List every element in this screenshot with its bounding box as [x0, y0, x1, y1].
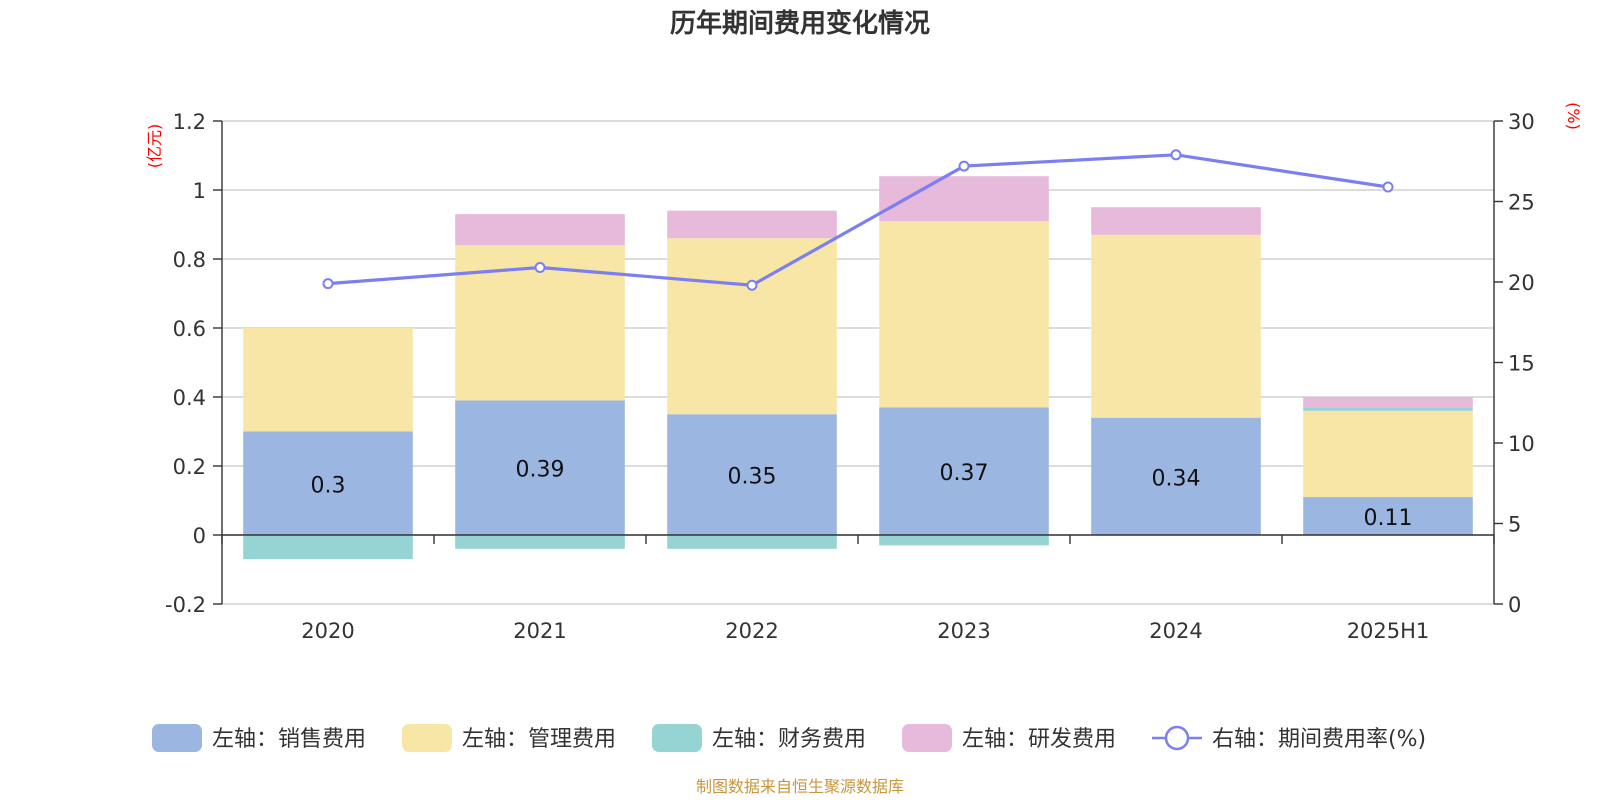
x-axis-tick-label: 2025H1: [1347, 619, 1430, 643]
x-axis-tick-label: 2021: [513, 619, 566, 643]
right-axis-tick-label: 25: [1508, 191, 1535, 215]
legend-swatch: [402, 724, 452, 752]
left-axis-tick-label: 0.4: [173, 386, 206, 410]
x-axis-tick-label: 2024: [1149, 619, 1202, 643]
bar-segment: [243, 431, 413, 535]
bar-segment: [243, 535, 413, 560]
bar-segment: [1091, 234, 1261, 418]
left-axis-tick-label: 0.6: [173, 317, 206, 341]
legend-label: 左轴：研发费用: [962, 727, 1116, 752]
bar-segment: [667, 238, 837, 415]
left-axis-unit: (亿元): [145, 124, 164, 169]
bar-segment: [455, 535, 625, 549]
x-axis-tick-label: 2023: [937, 619, 990, 643]
data-label: 0.37: [940, 461, 989, 486]
bar-segment: [1303, 407, 1473, 411]
bar-segment: [1303, 397, 1473, 408]
left-axis-tick-label: 1.2: [173, 110, 206, 134]
legend-label: 左轴：管理费用: [462, 727, 616, 752]
axes: -0.2 0 0.2 0.4 0.6 0.8 1 1.2 0 5 10 15 20 25 30 2020 202…: [165, 110, 1535, 643]
left-axis-tick-label: 0.8: [173, 248, 206, 272]
right-axis-tick-label: 0: [1508, 593, 1521, 617]
bars: [243, 176, 1473, 560]
left-axis-tick-label: 1: [193, 179, 206, 203]
rate-line: [322, 149, 1394, 291]
legend: 左轴：销售费用 左轴：管理费用 左轴：财务费用 左轴：研发费用 右轴：期间费用率(%): [152, 724, 1426, 752]
bar-segment: [243, 328, 413, 432]
data-label: 0.39: [516, 458, 565, 483]
bar-segment: [1303, 497, 1473, 535]
right-axis-tick-label: 30: [1508, 110, 1535, 134]
bar-segment: [455, 400, 625, 535]
right-axis-tick-label: 10: [1508, 432, 1535, 456]
bar-segment: [879, 407, 1049, 535]
data-label: 0.3: [311, 473, 346, 498]
rate-point: [746, 279, 758, 291]
rate-point: [958, 160, 970, 172]
left-axis-tick-label: 0.2: [173, 455, 206, 479]
rate-point: [1170, 149, 1182, 161]
rate-point: [1382, 181, 1394, 193]
bar-segment: [879, 221, 1049, 408]
right-axis-tick-label: 20: [1508, 271, 1535, 295]
bar-segment: [667, 535, 837, 549]
legend-swatch: [152, 724, 202, 752]
right-axis-tick-label: 15: [1508, 352, 1535, 376]
data-label: 0.34: [1152, 466, 1201, 491]
data-source-note: 制图数据来自恒生聚源数据库: [696, 777, 904, 796]
data-labels: 0.3 0.39 0.35 0.37 0.34 0.11: [311, 458, 1413, 531]
bar-segment: [1091, 207, 1261, 235]
left-axis-tick-label: 0: [193, 524, 206, 548]
x-axis-tick-label: 2020: [301, 619, 354, 643]
legend-label: 右轴：期间费用率(%): [1212, 727, 1426, 752]
right-axis-unit: (%): [1564, 102, 1583, 130]
left-axis-tick-label: -0.2: [165, 593, 206, 617]
data-label: 0.11: [1364, 506, 1413, 531]
chart-title: 历年期间费用变化情况: [670, 8, 930, 39]
bar-segment: [667, 210, 837, 239]
bar-segment: [455, 214, 625, 246]
legend-swatch: [652, 724, 702, 752]
x-axis-tick-label: 2022: [725, 619, 778, 643]
rate-point: [534, 262, 546, 274]
legend-label: 左轴：销售费用: [212, 727, 366, 752]
bar-segment: [1303, 410, 1473, 498]
bar-segment: [879, 535, 1049, 546]
rate-point: [322, 278, 334, 290]
legend-marker: [1164, 725, 1190, 751]
bar-segment: [667, 414, 837, 535]
legend-swatch: [902, 724, 952, 752]
legend-label: 左轴：财务费用: [712, 727, 866, 752]
rate-line-path: [327, 153, 1389, 287]
right-axis-tick-label: 5: [1508, 513, 1521, 537]
bar-segment: [1091, 417, 1261, 535]
data-label: 0.35: [728, 465, 777, 490]
